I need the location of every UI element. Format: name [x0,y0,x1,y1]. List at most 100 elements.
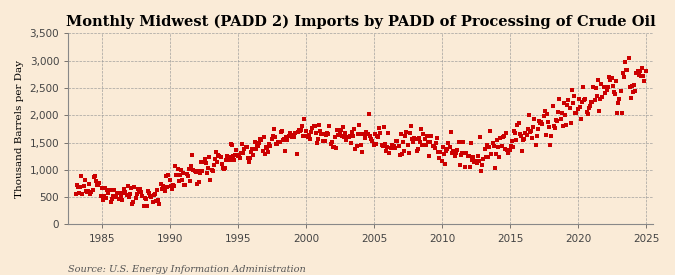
Point [573,97,584,101]
Point [252,144,263,148]
Point [537,122,548,127]
Point [578,85,589,89]
Point [157,183,168,188]
Point [533,127,543,131]
Point [296,128,306,133]
Point [89,174,100,178]
Point [394,152,405,157]
Point [190,170,201,174]
Point [319,131,329,136]
Point [614,97,625,101]
Point [241,145,252,149]
Point [189,169,200,174]
Point [427,144,438,148]
Point [396,152,407,156]
Point [580,97,591,101]
Point [486,152,497,156]
Point [601,87,612,92]
Point [569,94,580,98]
Point [351,143,362,148]
Point [461,151,472,155]
Point [77,191,88,196]
Point [383,131,394,136]
Point [170,164,181,168]
Point [348,134,358,138]
Point [142,204,153,208]
Point [79,177,90,182]
Point [314,123,325,128]
Point [551,118,562,122]
Point [502,148,513,152]
Point [375,131,386,135]
Point [342,135,353,139]
Point [459,151,470,155]
Point [304,133,315,137]
Point [119,187,130,191]
Point [100,186,111,191]
Point [326,140,337,144]
Point [412,147,423,151]
Point [401,130,412,134]
Point [167,183,178,188]
Point [433,149,443,154]
Point [171,172,182,177]
Point [555,117,566,121]
Point [352,132,363,136]
Point [334,130,345,134]
Point [626,84,637,88]
Point [336,133,347,138]
Point [481,155,491,159]
Point [88,175,99,179]
Point [462,154,473,158]
Point [501,131,512,135]
Point [247,147,258,152]
Point [346,141,356,145]
Point [538,114,549,119]
Point [636,73,647,78]
Point [332,128,343,132]
Point [325,142,336,146]
Point [599,91,610,95]
Point [425,140,435,145]
Point [631,71,642,75]
Point [222,154,233,158]
Point [246,150,256,154]
Point [526,128,537,133]
Point [421,134,432,139]
Point [202,170,213,175]
Point [640,68,651,73]
Point [576,117,587,121]
Point [231,148,242,152]
Point [566,120,576,125]
Point [392,139,403,144]
Point [376,142,387,147]
Point [240,145,251,150]
Point [160,189,171,193]
Point [74,191,84,195]
Point [275,130,286,134]
Point [426,134,437,138]
Point [477,163,488,168]
Point [350,147,361,151]
Point [250,147,261,151]
Point [127,202,138,207]
Point [368,143,379,147]
Point [280,148,291,153]
Point [161,174,171,178]
Point [591,94,602,98]
Point [80,189,91,193]
Point [496,144,507,148]
Point [230,153,241,157]
Point [97,197,108,202]
Point [99,194,109,199]
Point [399,149,410,153]
Point [529,117,540,122]
Point [541,111,552,116]
Point [344,135,354,139]
Point [217,162,227,167]
Point [142,189,153,193]
Point [467,157,478,162]
Point [238,151,248,155]
Point [232,154,243,158]
Point [531,142,541,147]
